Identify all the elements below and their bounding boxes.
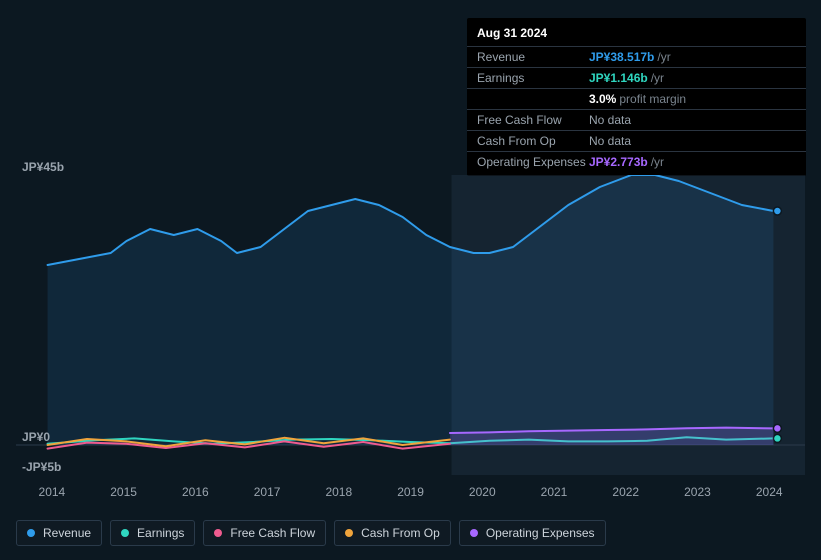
tooltip-row-label: Cash From Op [477,134,589,148]
legend-item-cfo[interactable]: Cash From Op [334,520,451,546]
legend-dot-icon [470,529,478,537]
tooltip-row: 3.0%profit margin [467,88,806,109]
series-end-marker-revenue [773,207,781,215]
tooltip-row-label: Revenue [477,50,589,64]
legend-item-earnings[interactable]: Earnings [110,520,195,546]
y-axis-label: -JP¥5b [22,460,61,474]
tooltip-row: EarningsJP¥1.146b/yr [467,67,806,88]
legend-dot-icon [214,529,222,537]
tooltip-row: Operating ExpensesJP¥2.773b/yr [467,151,806,172]
x-axis-tick: 2021 [518,485,590,499]
legend-item-label: Free Cash Flow [230,526,315,540]
tooltip-row-value: JP¥2.773b/yr [589,155,664,169]
tooltip-row-value: JP¥1.146b/yr [589,71,664,85]
tooltip-row-value: No data [589,113,631,127]
chart-area [16,175,805,475]
legend-item-label: Revenue [43,526,91,540]
x-axis-tick: 2020 [446,485,518,499]
y-axis-label: JP¥45b [22,160,64,174]
x-axis-tick: 2017 [231,485,303,499]
x-axis-tick: 2015 [88,485,160,499]
series-area-revenue [48,175,774,445]
legend-item-fcf[interactable]: Free Cash Flow [203,520,326,546]
tooltip-row-label: Earnings [477,71,589,85]
legend: Revenue Earnings Free Cash Flow Cash From O… [16,520,606,546]
tooltip-row-value: No data [589,134,631,148]
x-axis-tick: 2016 [159,485,231,499]
legend-item-label: Cash From Op [361,526,440,540]
x-axis-tick: 2019 [375,485,447,499]
legend-dot-icon [27,529,35,537]
x-axis-tick: 2014 [16,485,88,499]
tooltip-panel: Aug 31 2024 RevenueJP¥38.517b/yrEarnings… [467,18,806,176]
tooltip-row-label: Free Cash Flow [477,113,589,127]
x-axis-tick: 2018 [303,485,375,499]
x-axis-tick: 2022 [590,485,662,499]
tooltip-row: RevenueJP¥38.517b/yr [467,46,806,67]
x-axis-tick: 2023 [662,485,734,499]
legend-item-revenue[interactable]: Revenue [16,520,102,546]
legend-item-opex[interactable]: Operating Expenses [459,520,606,546]
x-axis: 2014201520162017201820192020202120222023… [16,485,805,499]
legend-item-label: Operating Expenses [486,526,595,540]
tooltip-row-value: 3.0%profit margin [589,92,686,106]
tooltip-date: Aug 31 2024 [467,22,806,46]
legend-dot-icon [121,529,129,537]
tooltip-row: Free Cash FlowNo data [467,109,806,130]
chart-svg [16,175,805,475]
series-end-marker-earnings [773,434,781,442]
series-end-marker-opex [773,424,781,432]
tooltip-row-label [477,92,589,106]
y-axis-label: JP¥0 [22,430,50,444]
tooltip-row: Cash From OpNo data [467,130,806,151]
legend-item-label: Earnings [137,526,184,540]
tooltip-row-label: Operating Expenses [477,155,589,169]
x-axis-tick: 2024 [733,485,805,499]
tooltip-row-value: JP¥38.517b/yr [589,50,671,64]
legend-dot-icon [345,529,353,537]
